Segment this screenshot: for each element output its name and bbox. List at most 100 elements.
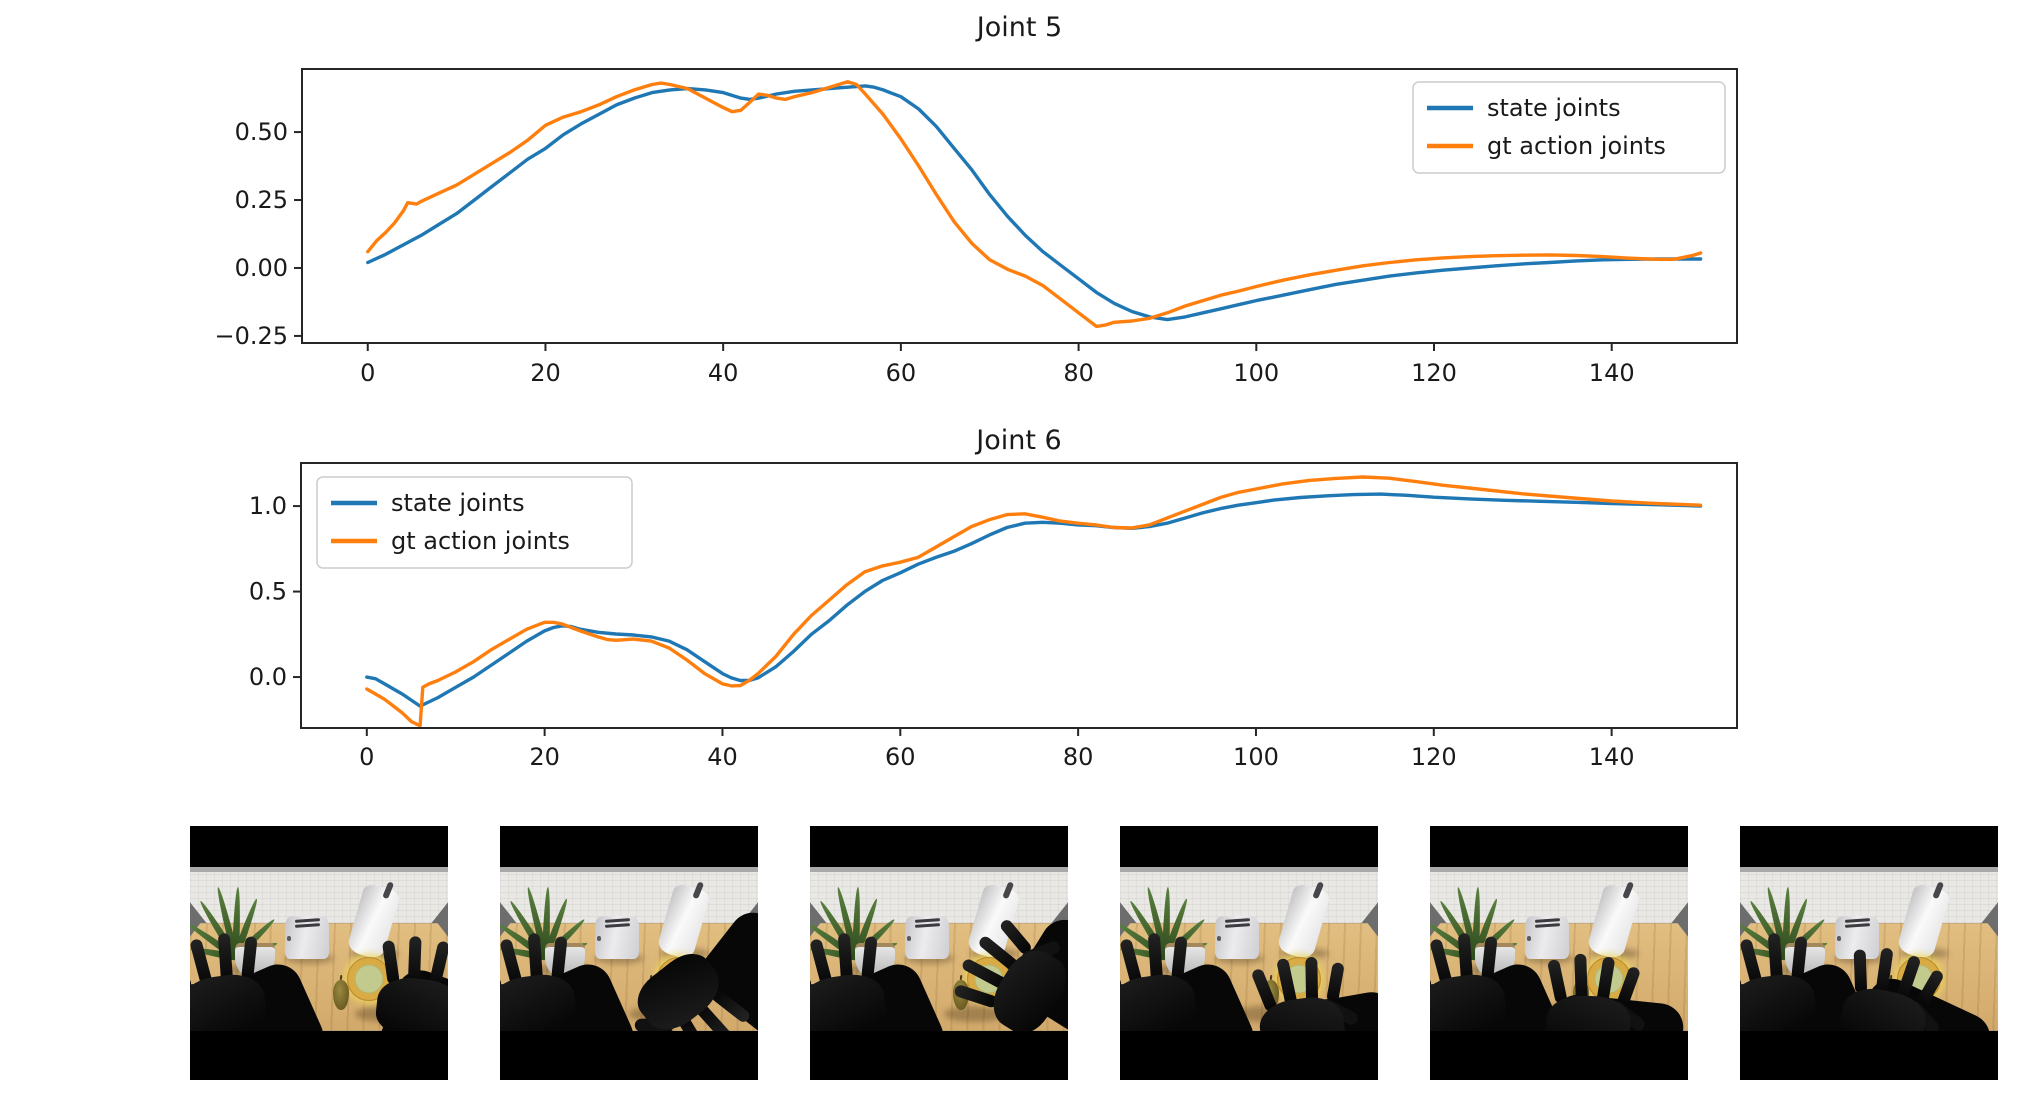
x-tick-label: 20	[529, 743, 560, 771]
toaster-slot	[295, 923, 320, 929]
x-tick-label: 0	[360, 359, 375, 387]
toaster	[1835, 916, 1880, 960]
y-tick-label: 0.50	[235, 118, 288, 146]
y-tick-label: −0.25	[214, 322, 288, 350]
toaster	[905, 916, 950, 960]
series-line-state-joints	[365, 492, 1703, 708]
wall	[190, 866, 448, 923]
toaster	[1215, 916, 1260, 960]
toaster-lever	[287, 935, 292, 941]
toaster	[285, 916, 330, 960]
wall-top-strip	[810, 866, 1068, 872]
x-tick-label: 100	[1233, 359, 1279, 387]
x-tick-label: 120	[1411, 359, 1457, 387]
toaster	[1525, 916, 1570, 960]
y-tick-label: 0.00	[235, 254, 288, 282]
y-tick-label: 0.0	[249, 663, 287, 691]
palm	[500, 970, 579, 1040]
letterbox-top	[1120, 826, 1378, 867]
left-robot-hand	[190, 925, 272, 1040]
sim-frame-6	[1740, 826, 1998, 1080]
joint-charts: 0 20 40 60 80 100 120 1400.500.250.00−0.25Joint…	[214, 12, 1738, 771]
letterbox-bottom	[1120, 1030, 1378, 1080]
toaster-lever	[1217, 935, 1222, 941]
wall-top-strip	[1740, 866, 1998, 872]
wall	[1120, 866, 1378, 923]
finger	[861, 936, 878, 982]
finger	[1171, 936, 1188, 982]
x-tick-label: 100	[1233, 743, 1279, 771]
palm	[1740, 970, 1819, 1040]
left-robot-hand	[1430, 925, 1512, 1040]
series-line-state-joints	[366, 84, 1703, 322]
x-tick-label: 120	[1411, 743, 1457, 771]
letterbox-bottom	[1430, 1030, 1688, 1080]
wall-top-strip	[190, 866, 448, 872]
letterbox-top	[1430, 826, 1688, 867]
toaster-slot	[1535, 923, 1560, 929]
sim-frame-1	[190, 826, 448, 1080]
legend-label-gt-action-joints: gt action joints	[391, 527, 570, 555]
toaster-lever	[907, 935, 912, 941]
wall	[1430, 866, 1688, 923]
letterbox-top	[190, 826, 448, 867]
series-line-gt-action-joints	[365, 475, 1703, 728]
wall	[500, 866, 758, 923]
palm	[810, 970, 889, 1040]
toaster-slot	[295, 917, 320, 924]
right-hand-shadow	[944, 1006, 1007, 1022]
palm	[1120, 970, 1199, 1040]
x-tick-label: 80	[1063, 359, 1094, 387]
toaster-lever	[1837, 935, 1842, 941]
letterbox-bottom	[500, 1030, 758, 1080]
toaster-slot	[605, 917, 630, 924]
left-robot-hand	[1740, 925, 1822, 1040]
legend-label-gt-action-joints: gt action joints	[1487, 132, 1666, 160]
finger	[1481, 936, 1498, 982]
finger	[551, 936, 568, 982]
y-tick-label: 0.25	[235, 186, 288, 214]
axes-spines	[301, 68, 1738, 344]
toaster-slot	[1225, 917, 1250, 924]
x-tick-label: 80	[1063, 743, 1094, 771]
wall-top-strip	[500, 866, 758, 872]
wall	[810, 866, 1068, 923]
x-tick-label: 40	[708, 359, 739, 387]
letterbox-bottom	[810, 1030, 1068, 1080]
y-tick-label: 1.0	[249, 492, 287, 520]
toaster-lever	[597, 935, 602, 941]
letterbox-bottom	[190, 1030, 448, 1080]
wall-top-strip	[1120, 866, 1378, 872]
axes-spines	[300, 462, 1738, 729]
legend-label-state-joints: state joints	[1487, 94, 1621, 122]
finger	[1853, 949, 1868, 995]
left-robot-hand	[500, 925, 582, 1040]
letterbox-top	[810, 826, 1068, 867]
legend-box	[1412, 81, 1726, 174]
sim-frame-3	[810, 826, 1068, 1080]
toaster-slot	[605, 923, 630, 929]
left-robot-hand	[1120, 925, 1202, 1040]
series-line-gt-action-joints	[366, 80, 1703, 329]
sim-frame-4	[1120, 826, 1378, 1080]
y-tick-label: 0.5	[249, 578, 287, 606]
finger	[241, 936, 258, 982]
toaster-slot	[1535, 917, 1560, 924]
letterbox-top	[500, 826, 758, 867]
legend-label-state-joints: state joints	[391, 489, 525, 517]
palm	[1430, 970, 1509, 1040]
wall	[1740, 866, 1998, 923]
pear	[333, 975, 349, 1011]
palm	[190, 970, 269, 1040]
toaster-slot	[1225, 923, 1250, 929]
legend-box	[316, 476, 633, 569]
toaster-slot	[915, 923, 940, 929]
wall-top-strip	[1430, 866, 1688, 872]
finger	[1791, 936, 1808, 982]
left-robot-hand	[810, 925, 892, 1040]
chart-title: Joint 6	[974, 425, 1061, 456]
letterbox-bottom	[1740, 1030, 1998, 1080]
sim-frame-5	[1430, 826, 1688, 1080]
letterbox-top	[1740, 826, 1998, 867]
